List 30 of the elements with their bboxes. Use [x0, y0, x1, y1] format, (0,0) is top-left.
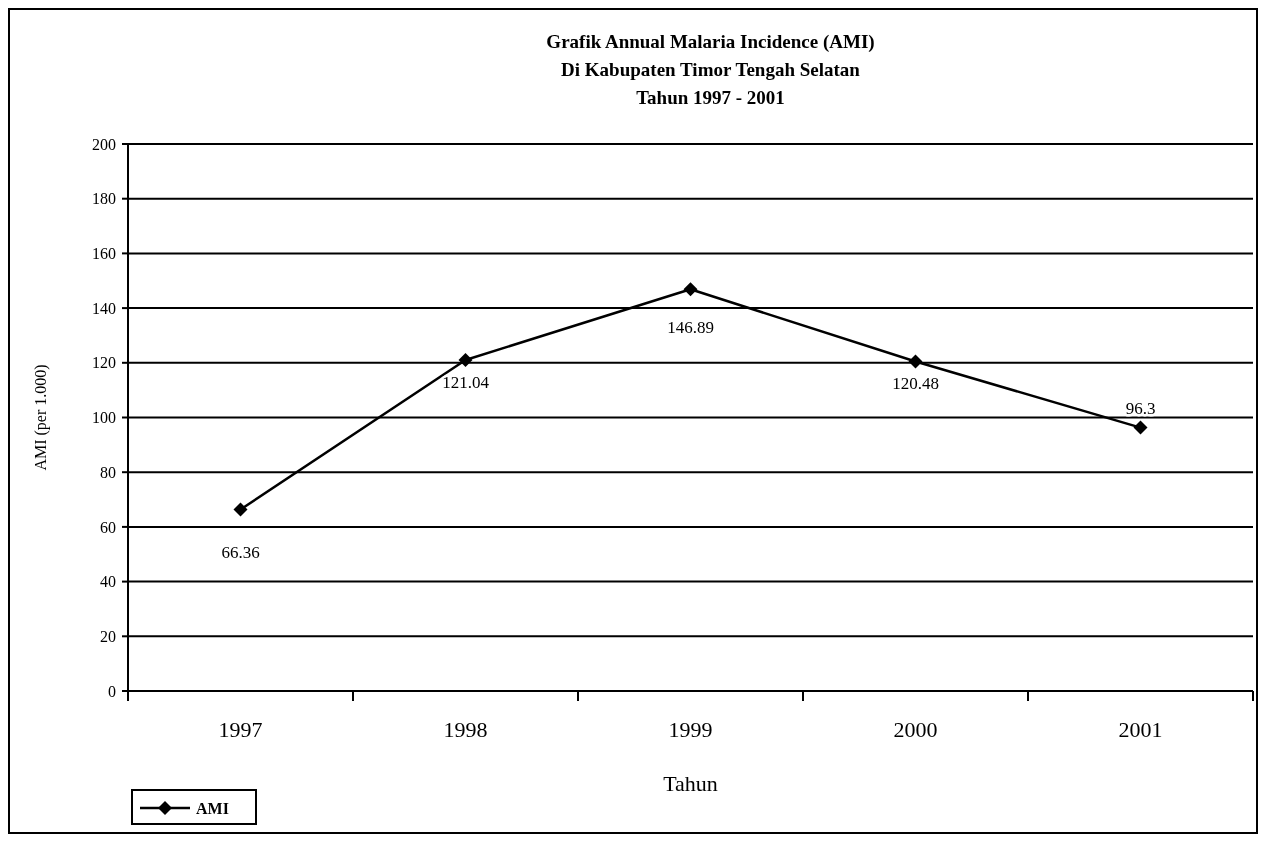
y-tick-label: 160 — [92, 245, 116, 262]
x-tick-label: 1999 — [668, 717, 713, 742]
x-tick-label: 1997 — [218, 717, 263, 742]
y-tick-label: 180 — [92, 190, 116, 208]
y-tick-label: 80 — [100, 463, 116, 481]
y-tick-label: 100 — [92, 409, 116, 427]
point — [458, 352, 473, 367]
data-label: 121.04 — [442, 372, 490, 392]
y-tick-label: 120 — [92, 354, 116, 372]
data-label: 146.89 — [667, 318, 714, 338]
x-tick-label: 2000 — [893, 717, 938, 742]
y-axis-title: AMI (per 1.000) — [32, 364, 50, 471]
data-label: 66.36 — [221, 542, 260, 562]
y-tick-label: 40 — [100, 573, 116, 591]
data-label: 120.48 — [892, 374, 939, 394]
point — [233, 502, 248, 517]
point — [1133, 420, 1148, 435]
point — [908, 354, 923, 369]
x-tick-label: 2001 — [1118, 717, 1163, 742]
y-tick-label: 0 — [108, 682, 116, 700]
x-tick-label: 1998 — [443, 717, 488, 742]
legend-label: AMI — [196, 799, 229, 817]
y-tick-label: 200 — [92, 135, 116, 153]
data-label: 96.3 — [1125, 398, 1156, 418]
point — [683, 282, 698, 297]
chart-title: Grafik Annual Malaria Incidence (AMI) Di Kabupaten Timor Tengah Selatan Tahun 1997 - 2001 — [546, 31, 875, 108]
y-tick-label: 20 — [100, 627, 116, 645]
y-tick-label: 60 — [100, 518, 116, 536]
y-tick-label: 140 — [92, 299, 116, 317]
x-axis-title: Tahun — [663, 771, 718, 796]
